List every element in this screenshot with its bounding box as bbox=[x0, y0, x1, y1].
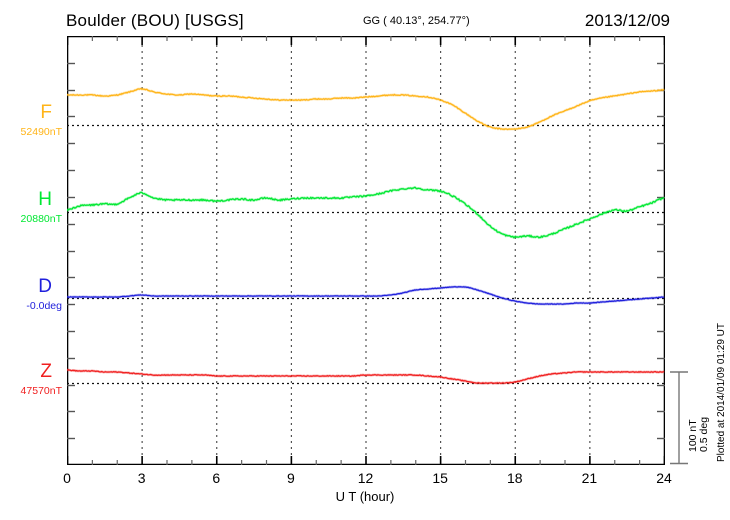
x-tick-21: 21 bbox=[581, 470, 598, 486]
x-tick-24: 24 bbox=[656, 470, 672, 486]
component-letter-d: D bbox=[38, 276, 52, 297]
x-tick-15: 15 bbox=[432, 470, 448, 486]
scale-bar-deg: 0.5 deg bbox=[698, 416, 710, 452]
component-letter-f: F bbox=[40, 102, 52, 123]
observation-date-label: 2013/12/09 bbox=[584, 11, 670, 30]
right-axis-tick-marks bbox=[657, 62, 665, 440]
page-title: Boulder (BOU) [USGS] bbox=[66, 11, 244, 30]
x-tick-6: 6 bbox=[212, 470, 221, 486]
left-axis-tick-marks bbox=[67, 62, 75, 440]
component-traces bbox=[67, 87, 665, 385]
component-value-h: 20880nT bbox=[20, 213, 62, 225]
component-value-z: 47570nT bbox=[20, 385, 62, 397]
x-axis-title: U T (hour) bbox=[335, 489, 395, 504]
trace-Z bbox=[67, 369, 665, 385]
vertical-gridlines bbox=[141, 45, 591, 456]
component-letter-z: Z bbox=[40, 361, 52, 382]
x-tick-9: 9 bbox=[286, 470, 295, 486]
scale-bar-label: 100 nT 0.5 deg bbox=[687, 416, 710, 452]
trace-D-halo bbox=[67, 285, 665, 306]
magnetogram-plot bbox=[67, 36, 665, 465]
plot-canvas bbox=[67, 36, 665, 465]
trace-D bbox=[67, 286, 665, 305]
x-tick-12: 12 bbox=[357, 470, 374, 486]
plotted-at-label: Plotted at 2014/01/09 01:29 UT bbox=[716, 323, 727, 462]
trace-F-halo bbox=[67, 87, 665, 131]
component-value-f: 52490nT bbox=[20, 126, 62, 138]
x-tick-3: 3 bbox=[137, 470, 146, 486]
hour-tick-marks bbox=[67, 36, 665, 465]
x-tick-18: 18 bbox=[506, 470, 523, 486]
component-value-d: -0.0deg bbox=[26, 300, 62, 312]
trace-F bbox=[67, 87, 665, 131]
scale-bar bbox=[670, 371, 688, 465]
geographic-coordinates-label: GG ( 40.13°, 254.77°) bbox=[363, 15, 470, 27]
component-baselines bbox=[67, 124, 665, 385]
trace-H bbox=[67, 186, 665, 239]
component-letter-h: H bbox=[38, 189, 52, 210]
x-tick-0: 0 bbox=[63, 470, 71, 486]
